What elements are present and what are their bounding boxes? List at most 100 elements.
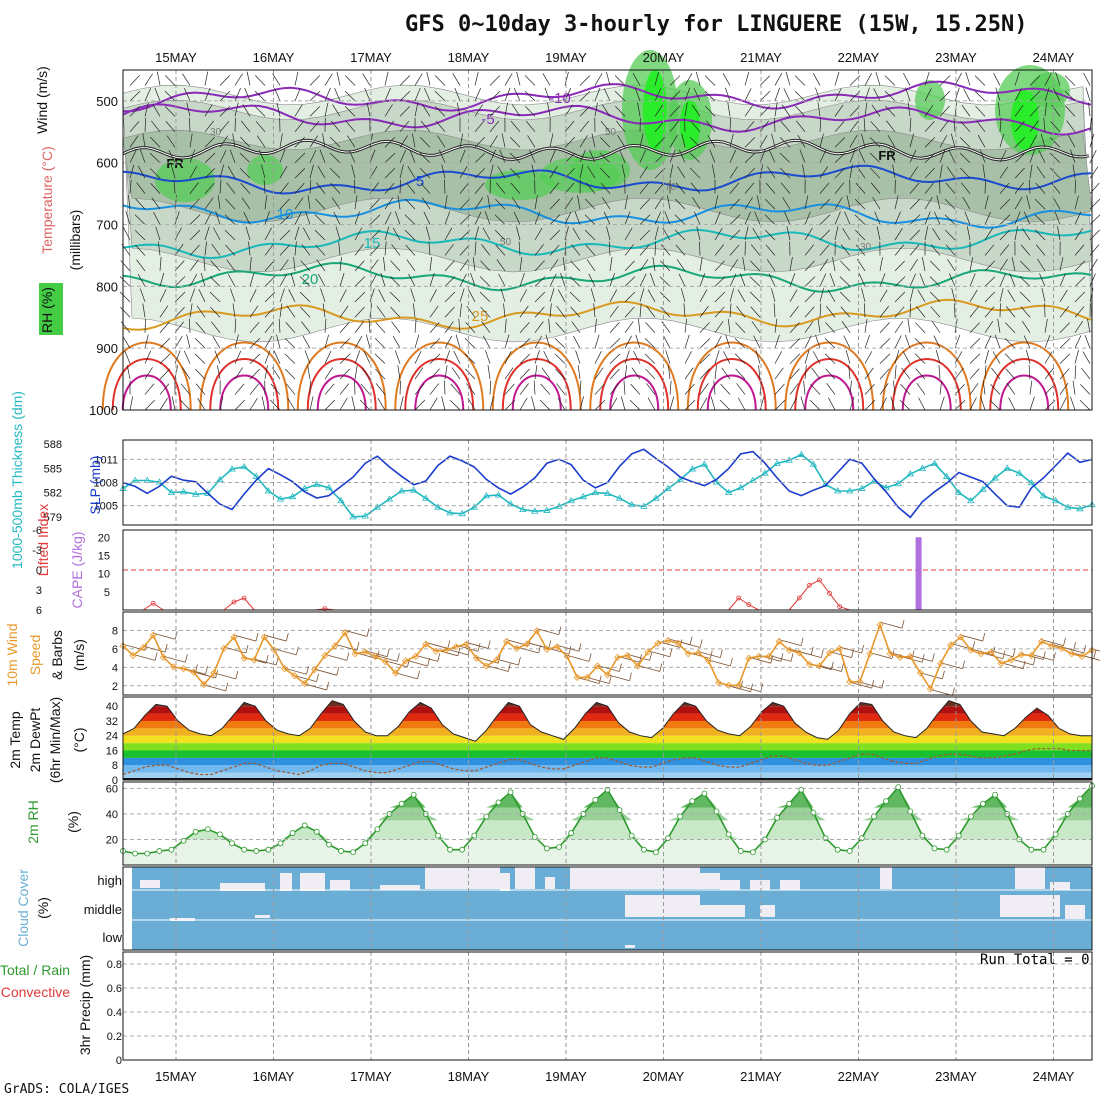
wind-barb: [921, 257, 926, 271]
wind-barb: [494, 229, 506, 241]
wind-barb: [864, 87, 870, 102]
thickness-line-point: [979, 485, 987, 492]
thickness-slp-panel: [119, 448, 1096, 520]
wind-barb: [414, 73, 423, 86]
wind-barb: [873, 88, 881, 102]
wind10m-units: (m/s): [71, 639, 87, 671]
wind-barb: [845, 350, 851, 364]
wind-barb: [889, 149, 896, 163]
wind-barb: [939, 149, 946, 163]
wind-speed-line-point: [391, 669, 400, 677]
thickness-axis-label: 1000-500mb Thickness (dm): [9, 391, 25, 569]
wind-barb: [594, 318, 597, 333]
wind-barb: [256, 135, 266, 148]
wind-barb-feather: [346, 652, 350, 661]
rh-line-point: [204, 826, 211, 833]
wind-barb: [156, 71, 161, 86]
wind-barb: [984, 211, 992, 225]
wind-barb: [579, 135, 588, 148]
wind-barb: [264, 227, 272, 241]
wind-barb: [639, 303, 642, 318]
wind-barb: [519, 305, 529, 318]
wind-barb: [915, 322, 926, 333]
wind-barb: [204, 87, 211, 102]
rh-line-point: [132, 850, 139, 857]
wind-barb-feather: [719, 649, 723, 658]
wind-barb: [465, 322, 476, 333]
slp-tick: 1008: [94, 478, 118, 490]
rh-line-point: [1040, 846, 1047, 853]
wind-barb: [144, 350, 152, 364]
wind-barb: [863, 117, 866, 132]
wind-barb: [963, 88, 971, 102]
wind-barb: [150, 136, 161, 148]
wind-barb: [1059, 338, 1071, 349]
wind-speed-line-point: [563, 652, 571, 660]
wind-barb: [714, 291, 726, 303]
wind-barb: [706, 120, 716, 133]
wind-barb: [819, 214, 831, 225]
wind-barb: [445, 648, 469, 656]
wind-barb: [1089, 166, 1099, 179]
wind-barb: [489, 380, 492, 395]
thickness-line-point: [991, 474, 999, 481]
wind-barb: [377, 397, 386, 411]
wind-barb: [219, 90, 231, 102]
date-label-top: 15MAY: [155, 50, 197, 65]
precip-label: Convective: [1, 984, 70, 1000]
wind-barb-feather: [1012, 648, 1016, 657]
date-label-bottom: 22MAY: [838, 1069, 880, 1084]
wind-barb: [669, 149, 676, 163]
wind-barb: [1044, 72, 1052, 86]
wind-barb: [453, 350, 461, 364]
wind-barb: [139, 149, 146, 163]
wind-speed-line-point: [573, 673, 581, 682]
wind-barb: [519, 397, 528, 411]
wind-barb: [203, 684, 226, 692]
wind-barb: [189, 214, 201, 225]
wind-barb: [513, 211, 521, 225]
thickness-line-point: [906, 470, 915, 477]
wind-barb: [408, 273, 416, 287]
wind-barb: [534, 260, 545, 272]
wind-barb: [819, 117, 822, 132]
wind-barb: [504, 318, 507, 333]
wind-barb: [704, 90, 716, 102]
wind-barb: [704, 75, 716, 86]
wind-barb: [322, 303, 326, 318]
wind-barb: [759, 105, 770, 117]
wind-barb: [299, 291, 311, 303]
wind-barb: [474, 152, 486, 163]
wind-speed-line-point: [906, 652, 914, 660]
wind-barb: [780, 121, 791, 133]
wind-barb: [489, 106, 500, 117]
wind-barb: [729, 273, 737, 287]
wind-barb: [174, 227, 182, 241]
wind-barb: [678, 273, 686, 287]
wind-barb: [683, 303, 686, 318]
wind-barb: [894, 244, 905, 256]
wind-barb: [695, 71, 701, 86]
wind-barb: [474, 120, 485, 133]
cloud-gap: [625, 895, 700, 917]
wind-barb: [519, 256, 523, 271]
wind-barb: [129, 396, 134, 411]
wind-barb: [945, 182, 956, 194]
wind-barb: [984, 195, 989, 210]
wind-barb-feather: [487, 640, 491, 649]
wind-barb: [479, 276, 491, 287]
li-line: [223, 597, 255, 611]
wind-barb: [779, 137, 791, 148]
wind-barb: [361, 367, 371, 380]
wind-barb: [729, 149, 737, 163]
cloud-gap: [1050, 882, 1070, 890]
wind-barb: [1074, 211, 1082, 225]
wind-barb-feather: [780, 653, 784, 662]
wind-barb-feather: [316, 673, 319, 682]
wind-barb: [509, 152, 521, 163]
wind-barb: [849, 681, 872, 689]
wind-barb: [879, 368, 890, 380]
wind-barb: [909, 182, 920, 194]
thickness-line-point: [894, 479, 902, 487]
wind-barb: [1074, 228, 1084, 241]
